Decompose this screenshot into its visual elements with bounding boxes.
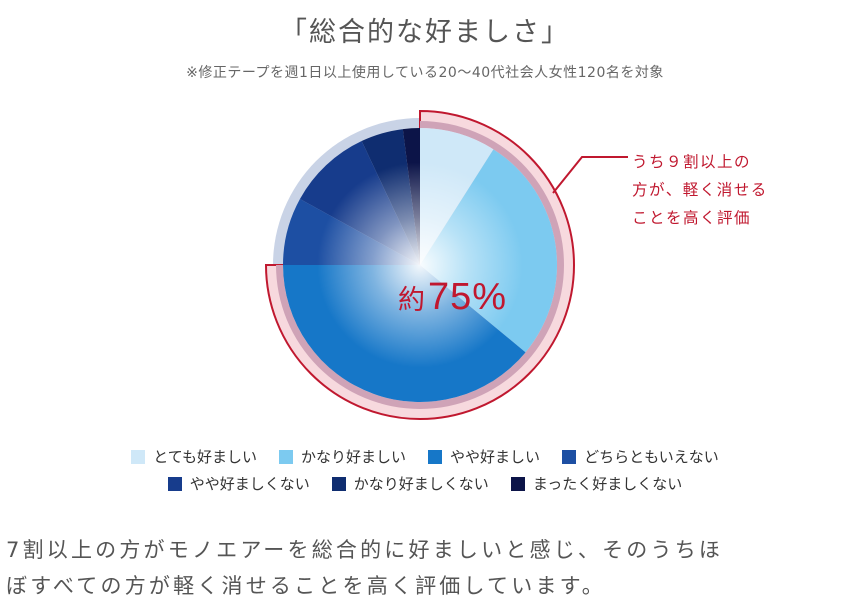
legend-label: とても好ましい [153, 448, 258, 466]
legend-label: まったく好ましくない [532, 475, 683, 493]
pie-chart [264, 109, 628, 420]
legend-item: かなり好ましくない [331, 473, 489, 494]
legend-label: やや好ましい [450, 448, 541, 466]
callout-line [552, 156, 628, 194]
legend-item: やや好ましくない [167, 473, 310, 494]
legend-label: やや好ましくない [189, 475, 310, 493]
legend-swatch [428, 449, 443, 464]
legend-item: どちらともいえない [562, 446, 719, 467]
legend-row-1: とても好ましい かなり好ましい やや好ましい どちらともいえない [0, 446, 850, 467]
legend-label: かなり好ましくない [353, 475, 489, 493]
caption-text: 7割以上の方がモノエアーを総合的に好ましいと感じ、そのうちほ ぼすべての方が軽く… [6, 532, 846, 604]
legend-swatch [562, 449, 577, 464]
annotation-line-1: うち９割以上の [632, 153, 752, 171]
chart-subtitle: ※修正テープを週1日以上使用している20〜40代社会人女性120名を対象 [186, 65, 664, 81]
highlight-percent-label: 約75% [398, 276, 507, 319]
legend-label: かなり好ましい [301, 448, 407, 466]
legend-swatch [131, 449, 146, 464]
legend-item: やや好ましい [428, 446, 540, 467]
legend-label: どちらともいえない [584, 448, 719, 466]
annotation-note: うち９割以上の 方が、軽く消せる ことを高く評価 [632, 148, 832, 232]
pie-glow [283, 128, 557, 402]
legend-item: まったく好ましくない [510, 473, 683, 494]
annotation-line-3: ことを高く評価 [632, 209, 752, 227]
chart-title: 「総合的な好ましさ」 [280, 17, 570, 48]
caption-line-2: ぼすべての方が軽く消せることを高く評価しています。 [6, 574, 606, 598]
legend-item: とても好ましい [131, 446, 257, 467]
legend-swatch [510, 476, 525, 491]
legend-row-2: やや好ましくない かなり好ましくない まったく好ましくない [0, 473, 850, 494]
legend-item: かなり好ましい [279, 446, 406, 467]
legend-swatch [279, 449, 294, 464]
caption-line-1: 7割以上の方がモノエアーを総合的に好ましいと感じ、そのうちほ [6, 538, 724, 562]
annotation-line-2: 方が、軽く消せる [632, 181, 768, 199]
highlight-value: 75% [428, 276, 508, 318]
legend-swatch [167, 476, 182, 491]
highlight-prefix: 約 [398, 285, 426, 316]
legend-swatch [331, 476, 346, 491]
